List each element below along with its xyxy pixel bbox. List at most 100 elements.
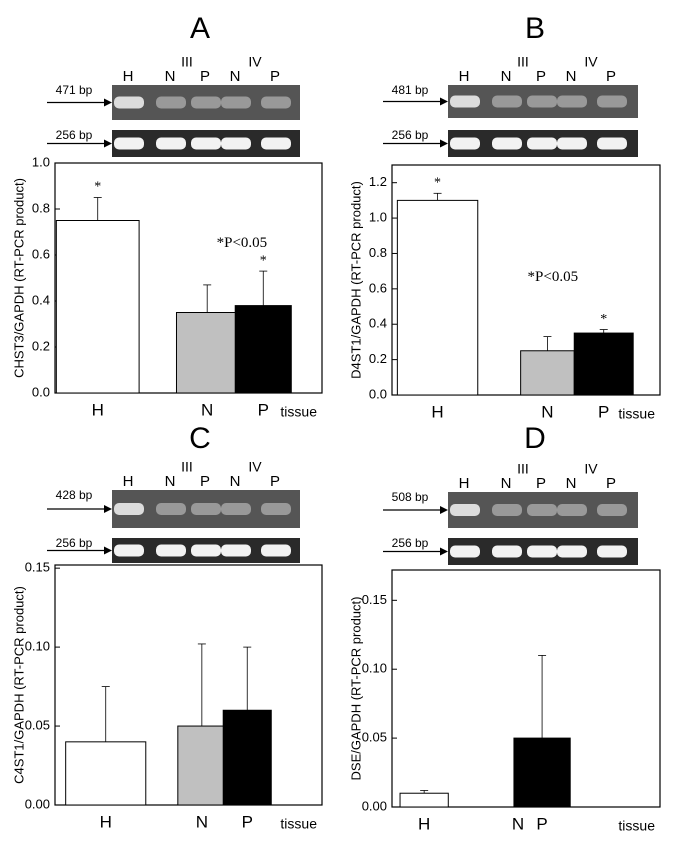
band-size-label: 428 bp xyxy=(56,488,93,502)
arrow-head xyxy=(440,547,448,556)
gel-band xyxy=(221,137,251,150)
lane-label: P xyxy=(200,68,210,85)
group-label: III xyxy=(517,54,529,70)
y-axis-label: D4ST1/GAPDH (RT-PCR product) xyxy=(348,181,363,379)
gel-band xyxy=(597,545,627,558)
lane-label: N xyxy=(566,68,577,85)
lane-label: N xyxy=(566,475,577,492)
arrow-head xyxy=(440,97,448,106)
y-tick-label: 0.4 xyxy=(32,292,50,307)
y-tick-label: 0.15 xyxy=(25,560,50,575)
y-tick-label: 0.8 xyxy=(369,245,387,260)
gel-band xyxy=(450,137,480,150)
y-tick-label: 0.00 xyxy=(25,796,50,811)
group-label: III xyxy=(181,459,193,475)
gel-band xyxy=(191,96,221,109)
gel-band xyxy=(450,504,480,516)
x-tick-label: N xyxy=(201,400,213,419)
x-tick-label: H xyxy=(100,812,112,831)
gel-band xyxy=(261,544,291,557)
lane-label: N xyxy=(501,68,512,85)
y-tick-label: 0.00 xyxy=(362,798,387,813)
gel-band xyxy=(191,137,221,150)
gel-band xyxy=(221,96,251,109)
y-tick-label: 0.05 xyxy=(362,730,387,745)
y-tick-label: 0.6 xyxy=(369,280,387,295)
gel-band xyxy=(261,503,291,515)
gel-band xyxy=(527,545,557,558)
gel-band xyxy=(597,504,627,516)
lane-label: N xyxy=(165,68,176,85)
x-axis-label: tissue xyxy=(280,404,317,420)
significance-star: * xyxy=(600,312,607,327)
bar xyxy=(177,725,227,806)
group-label: IV xyxy=(248,459,262,475)
gel-band xyxy=(156,96,186,109)
gel-band xyxy=(492,137,522,150)
gel-band xyxy=(527,504,557,516)
y-tick-label: 1.0 xyxy=(32,154,50,169)
lane-label: P xyxy=(536,68,546,85)
lane-label: H xyxy=(459,475,470,492)
lane-label: N xyxy=(165,473,176,490)
y-tick-label: 1.0 xyxy=(369,210,387,225)
lane-label: N xyxy=(230,68,241,85)
gel-band xyxy=(527,137,557,150)
x-tick-label: P xyxy=(598,402,609,421)
lane-label: H xyxy=(123,68,134,85)
group-label: III xyxy=(517,461,529,477)
gel-band xyxy=(114,503,144,515)
bar xyxy=(175,312,239,394)
lane-label: P xyxy=(200,473,210,490)
x-axis-label: tissue xyxy=(618,818,655,834)
lane-label: P xyxy=(606,475,616,492)
band-size-label: 256 bp xyxy=(56,536,93,550)
gel-band xyxy=(191,544,221,557)
panel-title: A xyxy=(190,12,210,45)
gel-band xyxy=(450,545,480,558)
gel-band xyxy=(221,544,251,557)
x-axis-label: tissue xyxy=(618,406,655,422)
bar xyxy=(573,332,634,396)
lane-label: P xyxy=(270,68,280,85)
bar xyxy=(55,220,140,394)
bar xyxy=(520,350,575,396)
annotation: *P<0.05 xyxy=(217,235,268,251)
x-tick-label: H xyxy=(418,814,430,833)
y-tick-label: 0.2 xyxy=(369,351,387,366)
band-size-label: 256 bp xyxy=(56,128,93,142)
lane-label: N xyxy=(230,473,241,490)
gel-band xyxy=(156,544,186,557)
band-size-label: 508 bp xyxy=(392,490,429,504)
lane-label: P xyxy=(606,68,616,85)
lane-label: N xyxy=(501,475,512,492)
lane-label: H xyxy=(123,473,134,490)
y-axis-label: CHST3/GAPDH (RT-PCR product) xyxy=(11,178,26,378)
gel-band xyxy=(597,95,627,108)
y-axis-label: DSE/GAPDH (RT-PCR product) xyxy=(348,597,363,781)
band-size-label: 481 bp xyxy=(392,83,429,97)
bar xyxy=(396,199,479,396)
panel-title: C xyxy=(189,422,211,455)
lane-label: P xyxy=(270,473,280,490)
y-tick-label: 0.2 xyxy=(32,338,50,353)
arrow-head xyxy=(104,546,112,555)
gel-band xyxy=(450,95,480,108)
lane-label: H xyxy=(459,68,470,85)
lane-label: P xyxy=(536,475,546,492)
arrow-head xyxy=(440,139,448,148)
x-tick-label: P xyxy=(258,400,269,419)
bar xyxy=(65,741,147,806)
gel-band xyxy=(492,545,522,558)
arrow-head xyxy=(440,506,448,514)
x-tick-label: H xyxy=(431,402,443,421)
gel-band xyxy=(557,504,587,516)
band-size-label: 256 bp xyxy=(392,128,429,142)
significance-star: * xyxy=(260,253,267,268)
x-tick-label: N xyxy=(541,402,553,421)
gel-band xyxy=(191,503,221,515)
y-tick-label: 0.15 xyxy=(362,592,387,607)
gel-band xyxy=(492,95,522,108)
group-label: IV xyxy=(248,54,262,70)
